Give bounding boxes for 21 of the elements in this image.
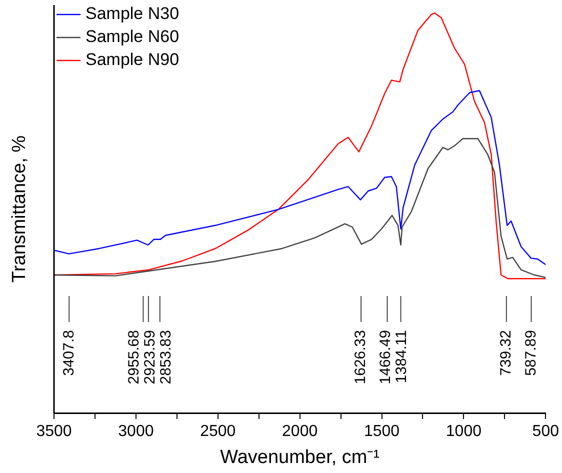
x-tick-label: 1500 (364, 423, 400, 440)
legend-label: Sample N90 (86, 50, 180, 70)
legend-label: Sample N60 (86, 27, 180, 46)
ref-line-label: 739.32 (498, 330, 515, 376)
ref-line-label: 1384.11 (393, 330, 410, 384)
x-axis-title: Wavenumber, cm⁻¹ (220, 446, 380, 468)
ref-line-label: 2923.59 (142, 330, 159, 384)
ref-line-label: 1466.49 (377, 330, 394, 384)
y-axis-title: Transmittance, % (9, 135, 30, 283)
ref-line-label: 3407.8 (60, 330, 78, 376)
ref-line-label: 2955.68 (126, 330, 143, 384)
ref-line-label: 2853.83 (158, 330, 175, 384)
ref-line-label: 1626.33 (352, 330, 370, 384)
legend-label: Sample N30 (86, 4, 180, 24)
x-tick-label: 500 (532, 423, 560, 440)
x-tick-label: 1000 (446, 423, 482, 440)
x-tick-label: 2000 (282, 423, 318, 440)
x-tick-label: 3500 (36, 423, 72, 440)
x-tick-label: 3000 (118, 423, 154, 440)
x-tick-label: 2500 (200, 423, 236, 440)
ref-line-label: 587.89 (522, 330, 540, 376)
